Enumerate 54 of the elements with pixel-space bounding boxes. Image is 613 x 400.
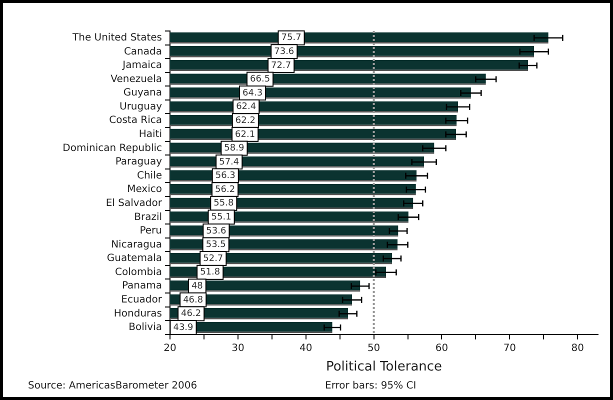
- y-tick-label: Paraguay: [115, 156, 162, 168]
- data-label: 56.2: [215, 184, 236, 195]
- y-tick-label: Mexico: [127, 184, 162, 196]
- y-tick-label: Jamaica: [122, 60, 162, 72]
- data-label: 62.1: [235, 130, 256, 140]
- y-tick-label: Uruguay: [120, 101, 162, 112]
- y-tick-label: El Salvador: [106, 198, 163, 209]
- data-label: 55.8: [214, 198, 234, 209]
- y-tick-label: Haiti: [138, 129, 162, 140]
- data-label: 46.2: [181, 309, 202, 320]
- x-tick-label: 40: [300, 342, 312, 354]
- y-tick-label: Canada: [124, 46, 162, 58]
- x-tick-label: 50: [367, 342, 380, 354]
- data-label: 46.8: [183, 295, 204, 306]
- data-label: 62.2: [235, 116, 256, 126]
- y-tick-label: Peru: [140, 226, 162, 237]
- y-tick-label: Guatemala: [106, 253, 162, 264]
- data-label: 51.8: [200, 268, 220, 278]
- y-tick-label: Nicaragua: [111, 239, 162, 250]
- y-tick-label: Venezuela: [110, 74, 162, 85]
- y-tick-label: Honduras: [114, 308, 162, 320]
- text: Error bars: 95% CI: [325, 380, 416, 392]
- y-tick-label: Panama: [122, 280, 162, 292]
- data-label: 52.7: [203, 254, 224, 264]
- y-tick-label: Chile: [136, 170, 162, 182]
- y-tick-label: Colombia: [115, 266, 162, 278]
- data-label: 75.7: [281, 33, 302, 44]
- data-label: 48: [191, 281, 204, 292]
- y-tick-label: Ecuador: [121, 294, 163, 306]
- y-tick-label: Guyana: [123, 88, 162, 99]
- x-tick-label: 70: [503, 342, 516, 354]
- y-tick-label: Dominican Republic: [62, 142, 162, 154]
- data-label: 53.5: [206, 240, 226, 250]
- source-note: Source: AmericasBarometer 2006: [28, 380, 198, 392]
- data-label: 53.6: [206, 226, 226, 236]
- data-label: 72.7: [271, 60, 292, 71]
- data-label: 56.3: [215, 171, 236, 182]
- data-label: 43.9: [173, 322, 194, 333]
- data-label: 58.9: [224, 144, 244, 154]
- x-tick-label: 60: [435, 342, 448, 354]
- data-label: 55.1: [211, 212, 232, 223]
- y-tick-label: Bolivia: [128, 322, 162, 334]
- data-label: 66.5: [250, 74, 270, 85]
- x-axis-title: Political Tolerance: [326, 360, 442, 375]
- data-label: 64.3: [242, 88, 263, 98]
- data-label: 73.6: [274, 47, 294, 58]
- x-tick-label: 80: [571, 342, 584, 354]
- x-tick-label: 20: [164, 342, 176, 354]
- y-tick-label: The United States: [72, 32, 162, 44]
- data-label: 62.4: [236, 102, 256, 112]
- data-label: 57.4: [219, 157, 240, 168]
- x-tick-label: 30: [232, 342, 244, 354]
- y-tick-label: Costa Rica: [109, 115, 162, 126]
- y-tick-label: Brazil: [134, 212, 162, 223]
